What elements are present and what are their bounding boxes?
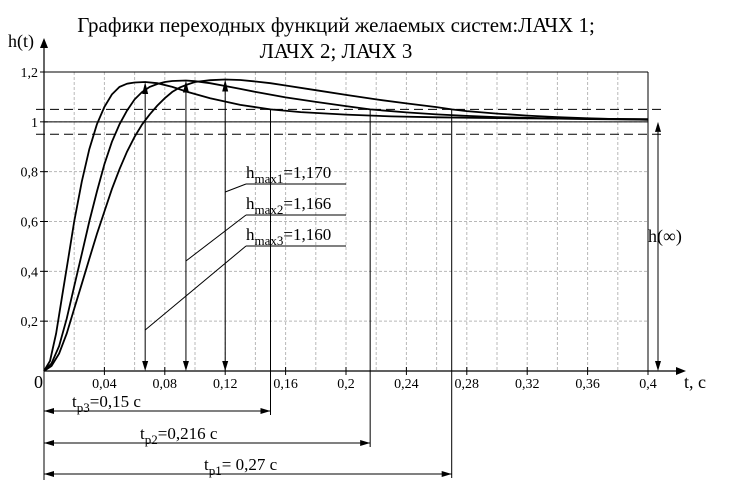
x-axis-label: t, c — [684, 372, 706, 392]
settling-arrow-right-3 — [441, 471, 452, 477]
x-axis-arrowhead — [676, 367, 686, 375]
y-tick-label: 1,2 — [21, 66, 39, 81]
series-curve-3 — [43, 81, 649, 372]
series-curve-2 — [43, 79, 649, 372]
y-tick-label: 1 — [31, 116, 38, 131]
x-tick-label: 0,36 — [575, 377, 600, 392]
settling-label-3: tp1= 0,27 c — [204, 455, 278, 478]
origin-label: 0 — [34, 372, 43, 392]
peak-leader-line-3 — [144, 245, 247, 331]
peak-label-1: hmax1=1,170 — [246, 163, 331, 186]
x-tick-label: 0,32 — [515, 377, 540, 392]
y-axis-label: h(t) — [8, 31, 34, 52]
settling-arrow-right-2 — [360, 440, 371, 446]
y-tick-label: 0,6 — [21, 216, 39, 231]
settling-label-2: tp2=0,216 c — [140, 424, 218, 447]
x-tick-label: 0,12 — [213, 377, 238, 392]
steady-state-label: h(∞) — [648, 226, 682, 247]
peak-arrow-head-top-2 — [182, 80, 189, 93]
settling-arrow-left-2 — [44, 440, 54, 446]
x-tick-label: 0,24 — [394, 377, 419, 392]
chart-title-line2: ЛАЧХ 2; ЛАЧХ 3 — [260, 39, 413, 63]
peak-arrow-head-top-3 — [142, 81, 149, 94]
settling-label-1: tp3=0,15 c — [72, 392, 141, 415]
x-tick-label: 0,16 — [273, 377, 298, 392]
settling-arrow-left-1 — [44, 408, 54, 414]
steady-state-arrow-head-bottom — [655, 361, 661, 371]
peak-leader-line-2 — [185, 214, 247, 262]
tick-labels: 0,04 0,08 0,12 0,16 0,2 0,24 0,28 0,32 0,36 0,4 0,… — [21, 66, 657, 392]
chart-title-line1: Графики переходных функций желаемых сист… — [77, 13, 595, 37]
x-tick-label: 0,2 — [337, 377, 355, 392]
peak-label-2: hmax2=1,166 — [246, 194, 331, 217]
y-tick-label: 0,8 — [21, 166, 39, 181]
series-curves — [43, 78, 649, 372]
peak-arrow-head-bottom-2 — [182, 361, 189, 371]
peak-arrow-head-bottom-3 — [142, 361, 149, 371]
settling-arrow-right-1 — [260, 408, 271, 414]
grid-lines — [44, 72, 648, 371]
x-tick-label: 0,28 — [455, 377, 480, 392]
peak-leader-line-1 — [225, 183, 247, 193]
x-tick-label: 0,04 — [92, 377, 117, 392]
peak-arrow-head-bottom-1 — [222, 361, 229, 371]
annotation-marks: hmax1=1,170 hmax2=1,166 hmax3=1,160 tp3=0,1… — [43, 79, 661, 480]
y-tick-label: 0,4 — [21, 265, 39, 280]
y-axis-arrowhead — [40, 38, 48, 48]
x-tick-label: 0,08 — [153, 377, 178, 392]
settling-arrow-left-3 — [44, 471, 54, 477]
steady-state-arrow-head-top — [655, 121, 661, 132]
x-tick-label: 0,4 — [639, 377, 657, 392]
y-tick-label: 0,2 — [21, 315, 39, 330]
peak-arrow-head-top-1 — [222, 79, 229, 92]
series-curve-1 — [43, 78, 649, 372]
axes — [36, 38, 686, 375]
peak-label-3: hmax3=1,160 — [246, 225, 331, 248]
